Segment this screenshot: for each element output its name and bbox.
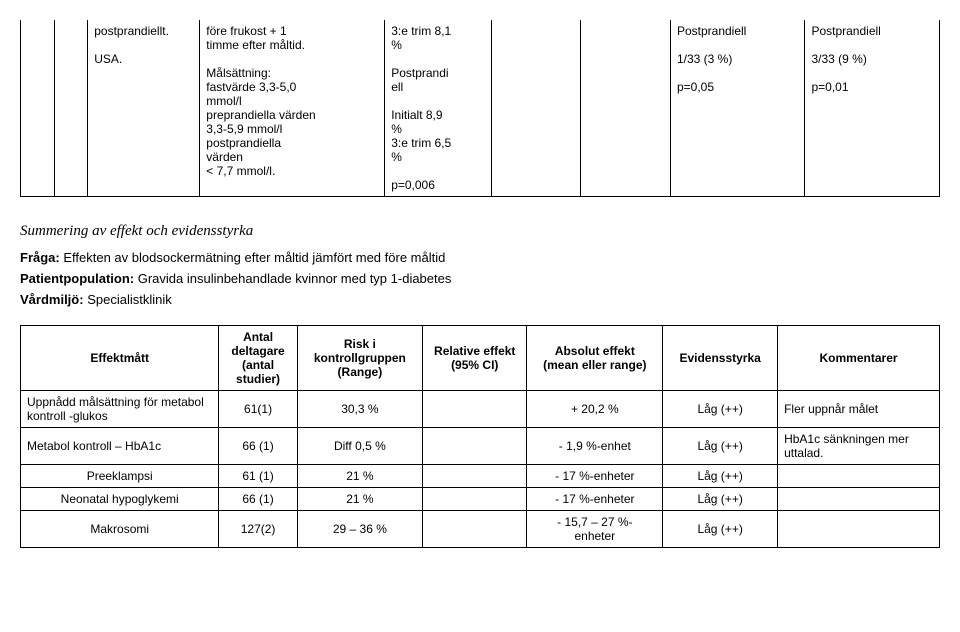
label-vardmiljo: Vårdmiljö: [20,292,84,307]
cell: Låg (++) [663,391,778,428]
label-fraga: Fråga: [20,250,60,265]
hdr-absolut: Absolut effekt (mean eller range) [527,326,663,391]
cell: postprandiellt. USA. [88,20,200,197]
cell: + 20,2 % [527,391,663,428]
hdr-kommentarer: Kommentarer [778,326,940,391]
cell: 66 (1) [219,488,297,511]
cell: - 1,9 %-enhet [527,428,663,465]
table-row: Neonatal hypoglykemi 66 (1) 21 % - 17 %-… [21,488,940,511]
cell: 3:e trim 8,1 % Postprandi ell Initialt 8… [385,20,491,197]
table-row: Preeklampsi 61 (1) 21 % - 17 %-enheter L… [21,465,940,488]
cell: 21 % [297,465,422,488]
hdr-relative: Relative effekt (95% CI) [423,326,527,391]
cell: 29 – 36 % [297,511,422,548]
cell: Låg (++) [663,428,778,465]
hdr-antal: Antal deltagare (antal studier) [219,326,297,391]
cell [581,20,671,197]
cell: Låg (++) [663,488,778,511]
cell [778,465,940,488]
cell: Diff 0,5 % [297,428,422,465]
cell: HbA1c sänkningen mer uttalad. [778,428,940,465]
cell [423,428,527,465]
cell: 61 (1) [219,465,297,488]
cell [778,488,940,511]
cell: - 17 %-enheter [527,465,663,488]
cell: 66 (1) [219,428,297,465]
cell: 61(1) [219,391,297,428]
cell: Preeklampsi [21,465,219,488]
table-row: Makrosomi 127(2) 29 – 36 % - 15,7 – 27 %… [21,511,940,548]
cell: Metabol kontroll – HbA1c [21,428,219,465]
cell: Neonatal hypoglykemi [21,488,219,511]
line-vardmiljo: Vårdmiljö: Specialistklinik [20,292,940,307]
line-fraga: Fråga: Effekten av blodsockermätning eft… [20,250,940,265]
hdr-evidens: Evidensstyrka [663,326,778,391]
cell: - 15,7 – 27 %- enheter [527,511,663,548]
cell: 127(2) [219,511,297,548]
cell [491,20,581,197]
cell: 21 % [297,488,422,511]
cell: Postprandiell 1/33 (3 %) p=0,05 [670,20,804,197]
effects-table: Effektmått Antal deltagare (antal studie… [20,325,940,548]
cell [423,488,527,511]
cell: - 17 %-enheter [527,488,663,511]
cell: Makrosomi [21,511,219,548]
hdr-risk: Risk i kontrollgruppen (Range) [297,326,422,391]
cell: 30,3 % [297,391,422,428]
cell [423,391,527,428]
top-table: postprandiellt. USA. före frukost + 1 ti… [20,20,940,197]
cell: Låg (++) [663,465,778,488]
text-patientpopulation: Gravida insulinbehandlade kvinnor med ty… [134,271,451,286]
cell [423,511,527,548]
cell [778,511,940,548]
hdr-effektmatt: Effektmått [21,326,219,391]
cell: Uppnådd målsättning för metabol kontroll… [21,391,219,428]
line-patientpopulation: Patientpopulation: Gravida insulinbehand… [20,271,940,286]
cell [423,465,527,488]
effects-header-row: Effektmått Antal deltagare (antal studie… [21,326,940,391]
label-patientpopulation: Patientpopulation: [20,271,134,286]
table-row: Metabol kontroll – HbA1c 66 (1) Diff 0,5… [21,428,940,465]
cell: Fler uppnår målet [778,391,940,428]
section-title: Summering av effekt och evidensstyrka [20,223,940,240]
cell [54,20,88,197]
table-row: Uppnådd målsättning för metabol kontroll… [21,391,940,428]
text-vardmiljo: Specialistklinik [84,292,172,307]
cell: före frukost + 1 timme efter måltid. Mål… [200,20,385,197]
cell: Postprandiell 3/33 (9 %) p=0,01 [805,20,940,197]
cell: Låg (++) [663,511,778,548]
top-table-row: postprandiellt. USA. före frukost + 1 ti… [21,20,940,197]
text-fraga: Effekten av blodsockermätning efter målt… [60,250,446,265]
cell [21,20,55,197]
